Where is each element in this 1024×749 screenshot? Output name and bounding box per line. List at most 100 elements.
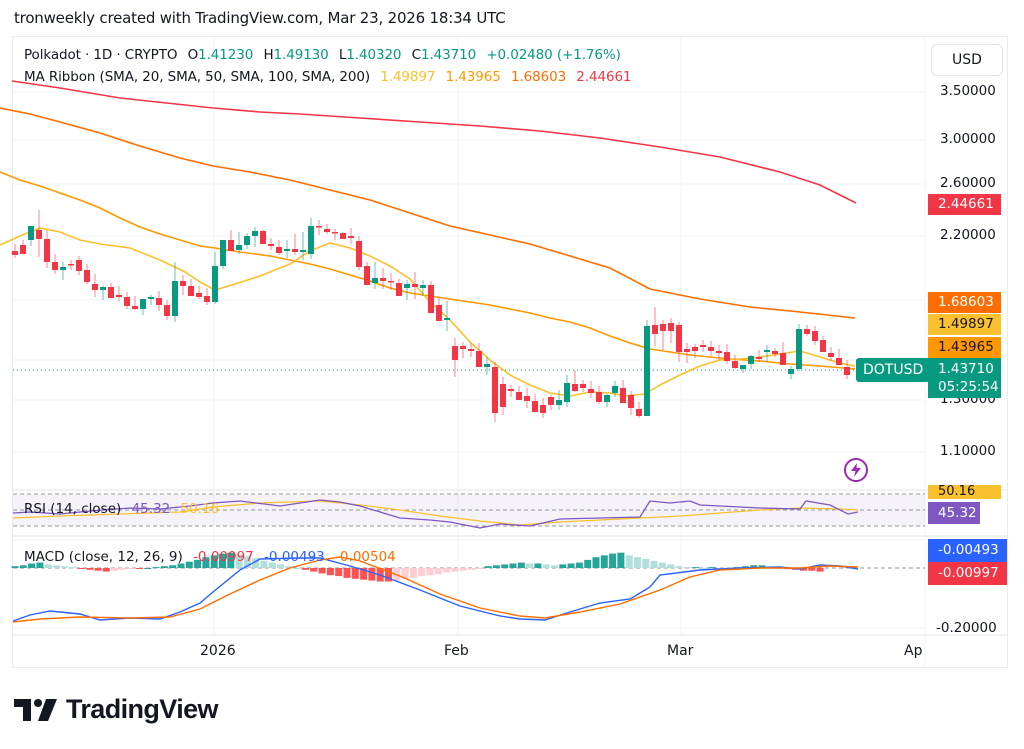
candle: [244, 233, 250, 249]
price-axis-tick: 2.60000: [940, 175, 996, 191]
candle: [388, 273, 394, 290]
macd-plot: [11, 552, 925, 623]
candle: [708, 341, 714, 356]
candle: [164, 300, 170, 320]
candle: [292, 234, 298, 255]
candle: [812, 326, 818, 345]
close-value: 1.43710: [420, 47, 477, 63]
lightning-icon[interactable]: [844, 458, 868, 482]
candle: [20, 240, 26, 254]
candle: [380, 268, 386, 289]
candle: [276, 240, 282, 255]
candle: [412, 272, 418, 299]
candle: [340, 232, 346, 239]
sma50-value: 1.43965: [445, 69, 501, 85]
candle: [484, 357, 490, 375]
rsi-value-tag: 45.32: [928, 502, 980, 524]
candle: [804, 325, 810, 336]
candle: [684, 343, 690, 363]
candle: [564, 375, 570, 407]
candle: [460, 342, 466, 358]
ma-ribbon-title: MA Ribbon (SMA, 20, SMA, 50, SMA, 100, S…: [24, 69, 371, 85]
candle: [76, 256, 82, 275]
macd-title: MACD (close, 12, 26, 9): [24, 549, 183, 565]
macd-line-tag: -0.00493: [928, 539, 1007, 562]
attribution-text: tronweekly created with TradingView.com,…: [14, 9, 506, 27]
candle: [68, 260, 74, 270]
symbol-name: Polkadot · 1D · CRYPTO: [24, 47, 178, 63]
candle: [124, 292, 130, 309]
moving-averages: [0, 80, 857, 397]
candle: [500, 377, 506, 415]
symbol-legend: Polkadot · 1D · CRYPTO O1.41230 H1.49130…: [24, 47, 621, 63]
price-axis-tick: 3.50000: [940, 83, 996, 99]
candle: [316, 220, 322, 235]
candle: [132, 296, 138, 310]
candle: [524, 388, 530, 408]
candle: [348, 228, 354, 244]
candle: [92, 274, 98, 297]
candle: [780, 342, 786, 365]
candle: [420, 280, 426, 296]
grid-lines: [13, 37, 1007, 667]
candle: [732, 355, 738, 369]
candle: [196, 286, 202, 299]
candle: [188, 279, 194, 296]
candle: [572, 370, 578, 392]
ma-price-tag: 1.43965: [928, 337, 1001, 358]
candle: [28, 226, 34, 246]
candle: [308, 218, 314, 259]
macd-legend: MACD (close, 12, 26, 9) -0.00997 -0.0049…: [24, 549, 396, 565]
bar-countdown: 05:25:54: [938, 379, 999, 395]
candle: [428, 281, 434, 313]
candle: [476, 343, 482, 367]
macd-histogram-tag: -0.00997: [928, 562, 1007, 585]
currency-button[interactable]: USD: [931, 44, 1003, 76]
candle: [612, 381, 618, 397]
ma-price-tag: 1.68603: [928, 292, 1001, 313]
candle: [52, 254, 58, 274]
ma-price-tag: 1.49897: [928, 314, 1001, 335]
candle: [404, 280, 410, 300]
candle: [788, 366, 794, 379]
macd-signal-value: -0.00504: [335, 549, 396, 565]
candle: [356, 236, 362, 270]
change-value: +0.02480 (+1.76%): [486, 47, 621, 63]
candle: [596, 386, 602, 404]
time-axis-label: Mar: [667, 643, 694, 659]
candle: [452, 338, 458, 377]
macd-axis-tick: -0.20000: [936, 620, 997, 636]
low-value: 1.40320: [346, 47, 402, 63]
candle: [652, 307, 658, 346]
candle: [668, 318, 674, 343]
macd-line-value: -0.00493: [264, 549, 325, 565]
high-value: 1.49130: [273, 47, 329, 63]
candle: [556, 390, 562, 410]
tradingview-logo[interactable]: TradingView: [14, 694, 219, 725]
price-axis-tick: 2.20000: [940, 227, 996, 243]
candle: [36, 210, 42, 257]
candle: [60, 262, 66, 280]
candle: [108, 283, 114, 298]
candle: [252, 227, 258, 247]
candle: [212, 252, 218, 304]
candle: [300, 232, 306, 260]
candle: [548, 395, 554, 410]
candle: [772, 348, 778, 357]
macd-histogram-value: -0.00997: [193, 549, 254, 565]
candle: [676, 322, 682, 362]
candle: [644, 320, 650, 416]
candle: [580, 380, 586, 392]
candle: [324, 224, 330, 234]
candle: [748, 355, 754, 369]
candle: [332, 229, 338, 240]
candle: [84, 264, 90, 284]
candle: [116, 286, 122, 301]
sma20-value: 1.49897: [380, 69, 436, 85]
candle: [540, 398, 546, 418]
candle: [636, 402, 642, 418]
sma100-value: 1.68603: [510, 69, 567, 85]
candle: [220, 240, 226, 269]
candle: [716, 345, 722, 360]
